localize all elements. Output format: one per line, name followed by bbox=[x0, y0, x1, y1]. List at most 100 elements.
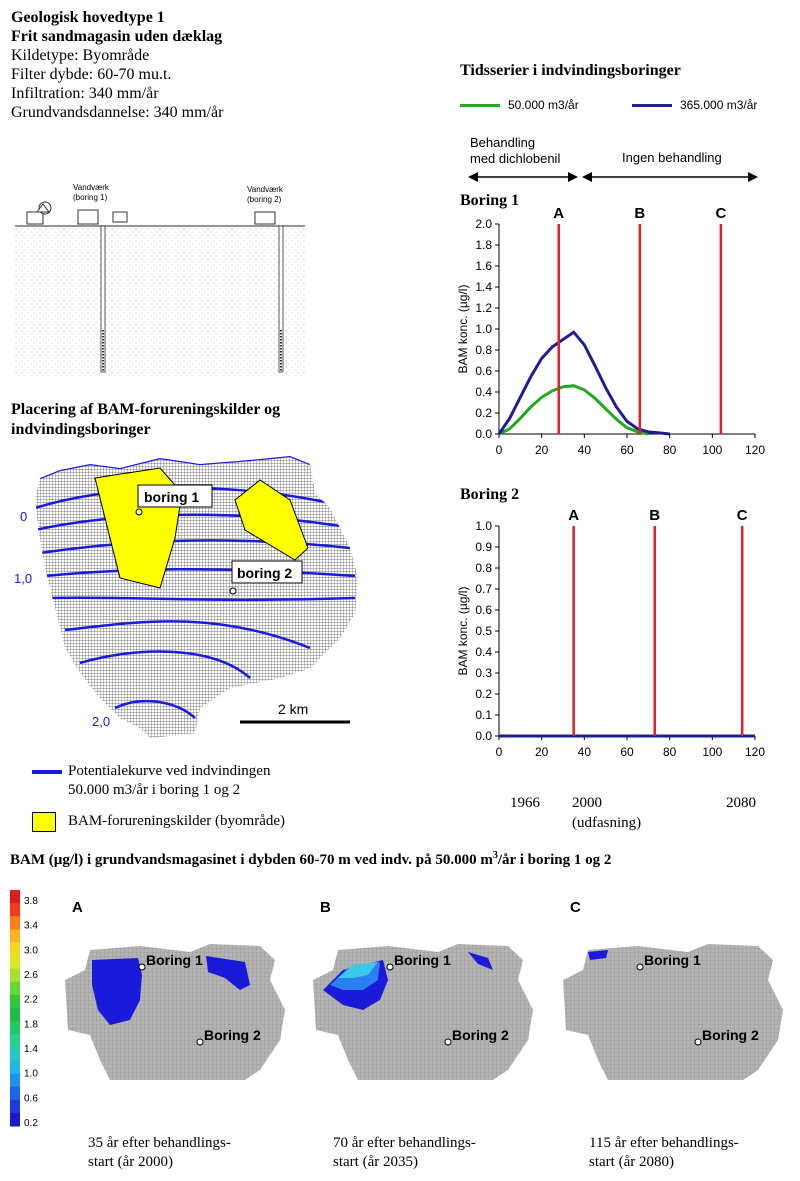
well-2 bbox=[196, 1038, 204, 1046]
waterworks-label-2b: (boring 2) bbox=[247, 195, 282, 204]
colorbar-cell bbox=[10, 1073, 20, 1088]
y-axis-label: BAM konc. (µg/l) bbox=[456, 285, 470, 374]
plume bbox=[468, 952, 493, 970]
bottom-title-end: /år i boring 1 og 2 bbox=[497, 852, 612, 868]
caption-line: start (år 2080) bbox=[589, 1154, 674, 1170]
x-tick-label: 80 bbox=[663, 443, 677, 457]
well-label-1: Boring 1 bbox=[394, 952, 451, 968]
plume bbox=[338, 962, 378, 978]
legend-green: 50.000 m3/år bbox=[508, 98, 579, 112]
colorbar-cell bbox=[10, 1060, 20, 1075]
panel-map: Boring 1 Boring 2 A bbox=[65, 899, 285, 1080]
well-label-1: Boring 1 bbox=[644, 952, 701, 968]
colorbar-cell bbox=[10, 968, 20, 983]
treatment-label: Behandling med dichlobenil bbox=[470, 135, 560, 167]
map-title: Placering af BAM-forureningskilder og in… bbox=[11, 400, 280, 440]
panel-caption: 35 år efter behandlings- start (år 2000) bbox=[88, 1134, 231, 1172]
bottom-title: BAM (µg/l) i grundvandsmagasinet i dybde… bbox=[10, 850, 611, 869]
waterworks-label-1b: (boring 1) bbox=[73, 193, 108, 202]
y-tick-label: 2.0 bbox=[475, 217, 492, 231]
y-tick-label: 0.2 bbox=[475, 687, 492, 701]
source-legend-text: BAM-forureningskilder (byområde) bbox=[68, 813, 286, 829]
colorbar-cell bbox=[10, 1047, 20, 1061]
marker-label: B bbox=[634, 205, 645, 222]
map-title-line2: indvindingsboringer bbox=[11, 421, 151, 438]
colorbar-label: 3.8 bbox=[24, 896, 38, 907]
bottom-title-sup: 3 bbox=[492, 850, 498, 861]
source-map: boring 1 boring 2 0 1,0 2,0 2 km bbox=[14, 456, 358, 738]
plume bbox=[92, 958, 142, 1025]
aquifer-outline bbox=[563, 944, 783, 1080]
timeseries-title: Tidsserier i indvindingsboringer bbox=[460, 62, 681, 79]
chart2-title: Boring 2 bbox=[460, 486, 520, 503]
x-tick-label: 60 bbox=[620, 443, 634, 457]
chart-boring2: 0.0 0.1 0.2 0.3 0.4 0.5 0.6 0.7 0.8 0.9 1.0 0 20 40 60… bbox=[456, 507, 765, 759]
well-label-2: Boring 2 bbox=[702, 1027, 759, 1043]
x-tick-label: 0 bbox=[496, 745, 503, 759]
colorbar-cell bbox=[10, 1021, 20, 1035]
colorbar-label: 3.0 bbox=[24, 945, 38, 956]
well-label-2: Boring 2 bbox=[452, 1027, 509, 1043]
colorbar: 3.8 3.4 3.0 2.6 2.2 1.8 1.4 1.0 0.6 0.2 bbox=[10, 890, 38, 1129]
series-line bbox=[497, 330, 670, 436]
panel-caption: 70 år efter behandlings- start (år 2035) bbox=[333, 1134, 476, 1172]
contour-legend-swatch bbox=[32, 770, 62, 774]
map-title-line1: Placering af BAM-forureningskilder og bbox=[11, 401, 281, 418]
colorbar-label: 3.4 bbox=[24, 921, 38, 932]
caption-line: 115 år efter behandlings- bbox=[589, 1135, 739, 1151]
y-tick-label: 0.8 bbox=[475, 343, 492, 357]
well-1 bbox=[138, 963, 146, 971]
y-tick-label: 0.8 bbox=[475, 561, 492, 575]
legend-blue: 365.000 m3/år bbox=[680, 98, 758, 112]
legend-line: 50.000 m3/år i boring 1 og 2 bbox=[68, 782, 241, 798]
marker-label: C bbox=[715, 205, 726, 222]
panel-letter: A bbox=[72, 899, 83, 916]
colorbar-cell bbox=[10, 955, 20, 970]
year-label: 2000 bbox=[572, 795, 602, 811]
x-tick-label: 40 bbox=[578, 443, 592, 457]
colorbar-cell bbox=[10, 1034, 20, 1048]
treatment-line: Behandling bbox=[470, 135, 536, 150]
source-legend-swatch bbox=[32, 812, 56, 832]
x-tick-label: 40 bbox=[578, 745, 592, 759]
year-label: 2080 bbox=[726, 795, 756, 811]
series-line bbox=[498, 384, 649, 436]
x-tick-label: 0 bbox=[496, 443, 503, 457]
contour-label: 2,0 bbox=[92, 714, 110, 729]
colorbar-cell bbox=[10, 1008, 20, 1022]
y-tick-label: 0.1 bbox=[475, 708, 492, 722]
concentration-maps: Boring 1 Boring 2 A Boring 1 Boring 2 B Boring… bbox=[65, 899, 783, 1080]
plume bbox=[588, 950, 608, 960]
x-tick-label: 20 bbox=[535, 745, 549, 759]
well-label-2: Boring 2 bbox=[204, 1027, 261, 1043]
waterworks-label-1a: Vandværk bbox=[73, 183, 110, 192]
map-label-boring1: boring 1 bbox=[144, 489, 199, 505]
colorbar-cell bbox=[10, 929, 20, 943]
panel-caption: 115 år efter behandlings- start (år 2080… bbox=[589, 1134, 739, 1172]
contour-legend-text: Potentialekurve ved indvindingen 50.000 … bbox=[68, 762, 270, 800]
contour-label: 0 bbox=[20, 509, 27, 524]
x-tick-label: 120 bbox=[745, 443, 765, 457]
caption-line: 70 år efter behandlings- bbox=[333, 1135, 476, 1151]
marker-label: B bbox=[649, 507, 660, 524]
colorbar-cell bbox=[10, 994, 20, 1009]
colorbar-cell bbox=[10, 1086, 20, 1101]
legend-line: Potentialekurve ved indvindingen bbox=[68, 763, 271, 779]
colorbar-label: 0.2 bbox=[24, 1118, 38, 1129]
info-block: Geologisk hovedtype 1 Frit sandmagasin u… bbox=[11, 8, 223, 122]
colorbar-label: 1.4 bbox=[24, 1044, 38, 1055]
year-label: 1966 bbox=[510, 795, 540, 811]
chart1-title: Boring 1 bbox=[460, 192, 520, 209]
chart-boring1: 0.0 0.2 0.4 0.6 0.8 1.0 1.2 1.4 1.6 1.8 2.0 0 20 40 60… bbox=[456, 205, 765, 457]
x-tick-label: 20 bbox=[535, 443, 549, 457]
y-tick-label: 0.6 bbox=[475, 364, 492, 378]
y-tick-label: 0.6 bbox=[475, 603, 492, 617]
info-line: Kildetype: Byområde bbox=[11, 47, 150, 64]
scale-label: 2 km bbox=[278, 701, 308, 717]
y-tick-label: 1.0 bbox=[475, 519, 492, 533]
y-tick-label: 1.0 bbox=[475, 322, 492, 336]
panel-letter: B bbox=[320, 899, 331, 916]
y-tick-label: 0.4 bbox=[475, 385, 492, 399]
panel-letter: C bbox=[570, 899, 581, 916]
x-tick-label: 80 bbox=[663, 745, 677, 759]
